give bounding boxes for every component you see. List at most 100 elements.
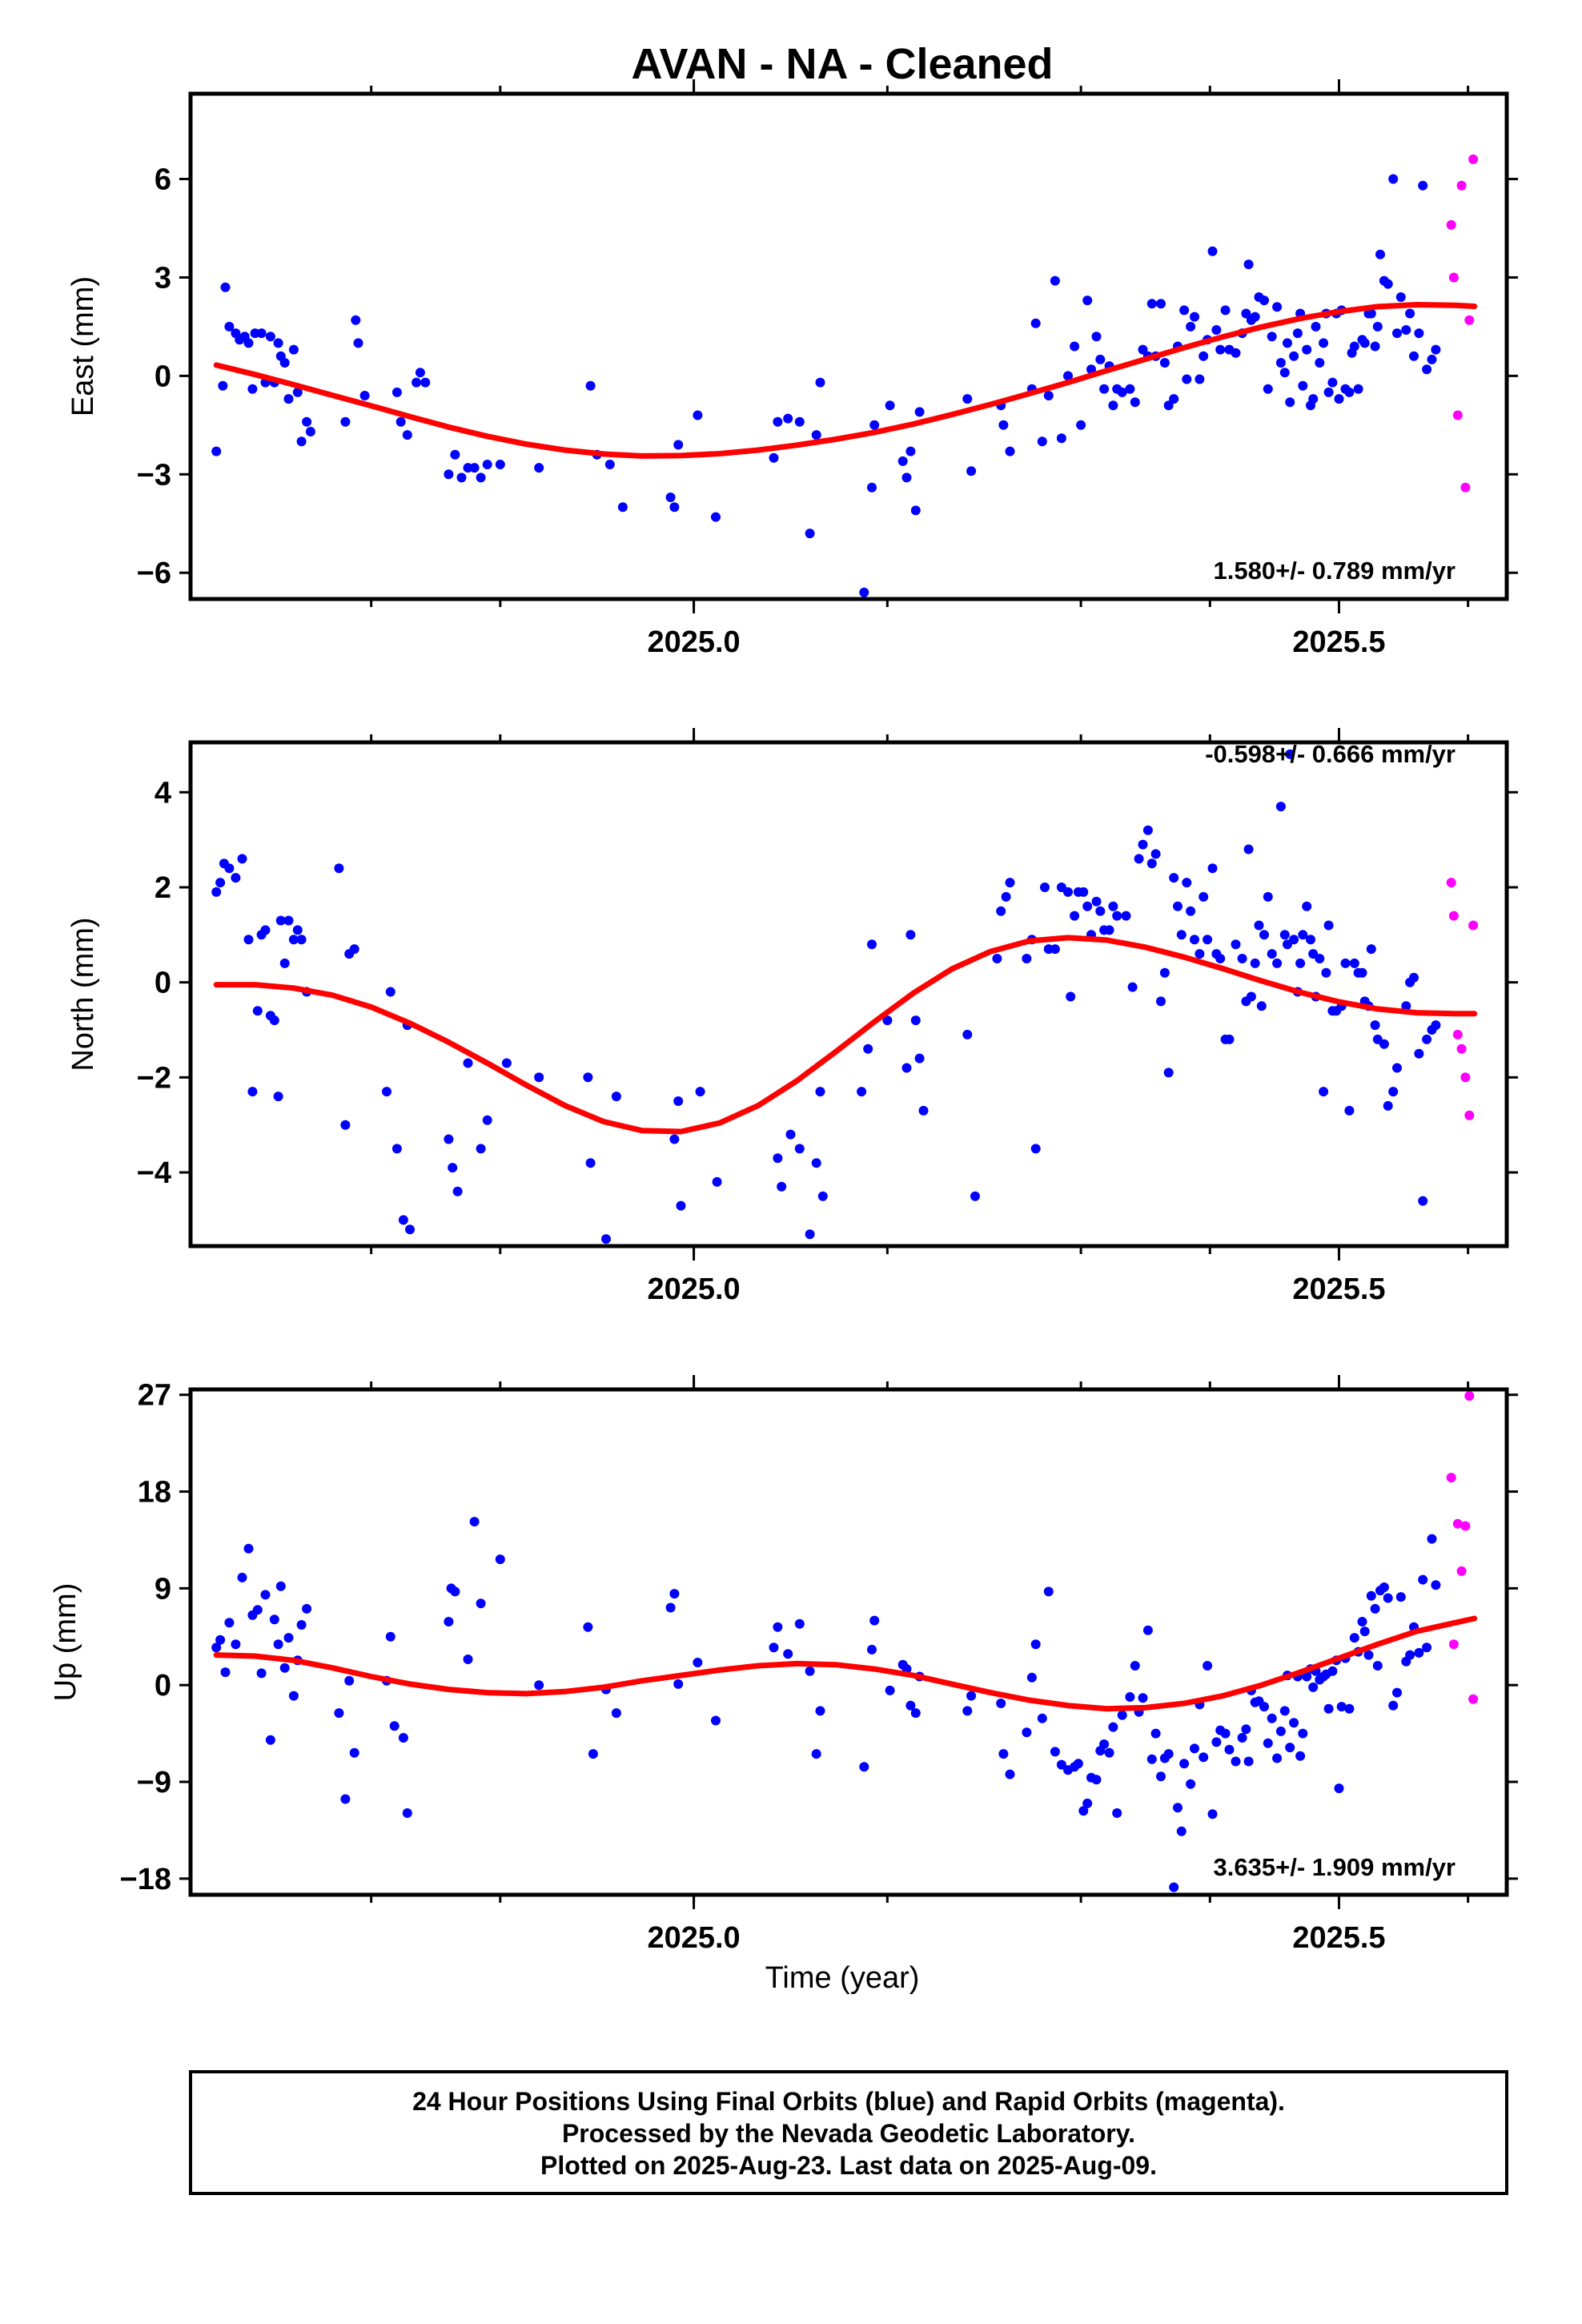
final-orbit-point: [805, 529, 815, 539]
final-orbit-point: [420, 377, 431, 388]
final-orbit-point: [910, 1708, 921, 1719]
up-panel: −18 −9 0 9 18 27 2025.0 2025.5 Up (mm) 3.635+/- 1…: [49, 1375, 1518, 1955]
final-orbit-point: [805, 1666, 815, 1676]
final-orbit-point: [340, 1794, 351, 1804]
axes-frame: [188, 91, 1509, 601]
x-tick-label: 2025.5: [1292, 1921, 1385, 1955]
final-orbit-point: [265, 332, 275, 342]
model-fit-line: [213, 935, 1478, 1135]
final-orbit-point: [351, 315, 361, 325]
final-orbit-point: [1259, 1702, 1269, 1712]
final-orbit-point: [279, 358, 290, 368]
y-axis-label: North (mm): [66, 917, 100, 1071]
final-orbit-point: [1336, 1702, 1347, 1712]
final-orbit-point: [859, 1762, 869, 1772]
final-orbit-point: [1370, 341, 1380, 352]
final-orbit-point: [1372, 321, 1383, 332]
final-orbit-point: [1195, 374, 1205, 384]
final-orbit-point: [1095, 906, 1106, 916]
final-orbit-point: [1043, 391, 1054, 400]
final-orbit-point: [1005, 878, 1015, 888]
final-orbit-point: [1370, 1020, 1380, 1031]
final-orbit-point: [1163, 1068, 1174, 1078]
final-orbit-point: [1108, 1722, 1118, 1732]
final-orbit-point: [910, 505, 921, 516]
final-orbit-point: [815, 1087, 825, 1097]
final-orbit-point: [905, 1700, 916, 1711]
final-orbit-point: [1250, 312, 1260, 322]
final-orbit-point: [857, 1087, 867, 1097]
final-orbit-point: [224, 321, 235, 332]
final-orbit-point: [1349, 1633, 1359, 1643]
final-orbit-point: [1207, 863, 1218, 874]
final-orbit-point: [279, 1663, 290, 1673]
final-orbit-point: [918, 1105, 929, 1116]
final-orbit-point: [495, 460, 505, 469]
final-orbit-point: [1388, 174, 1399, 184]
final-orbit-point: [1030, 318, 1041, 328]
final-orbit-point: [1207, 1809, 1218, 1819]
final-orbit-point: [252, 1006, 263, 1016]
final-orbit-point: [444, 1617, 454, 1626]
final-orbit-point: [1401, 1001, 1411, 1011]
rapid-orbit-point: [1452, 410, 1463, 420]
final-orbit-point: [283, 394, 294, 404]
final-orbit-point: [296, 1620, 307, 1630]
final-orbit-point: [901, 1063, 912, 1073]
final-orbit-point: [1353, 384, 1363, 394]
final-orbit-point: [1302, 1671, 1312, 1682]
final-orbit-point: [1056, 1759, 1066, 1770]
final-orbit-point: [966, 1691, 977, 1701]
final-orbit-point: [256, 1668, 267, 1679]
final-orbit-point: [1173, 1803, 1182, 1813]
final-orbit-point: [869, 1615, 880, 1626]
final-orbit-point: [243, 1543, 254, 1554]
final-orbit-point: [1392, 1687, 1402, 1698]
rapid-orbit-point: [1460, 482, 1471, 493]
final-orbit-point: [1082, 1798, 1093, 1808]
final-orbit-point: [334, 1708, 344, 1719]
final-orbit-point: [1159, 358, 1170, 368]
final-orbit-point: [996, 906, 1006, 916]
final-orbit-point: [389, 1721, 400, 1731]
final-orbit-point: [1159, 967, 1170, 978]
final-orbit-point: [450, 1586, 460, 1597]
final-orbit-point: [283, 915, 294, 926]
final-orbit-point: [1418, 1196, 1428, 1206]
final-orbit-point: [349, 944, 359, 955]
final-orbit-point: [901, 472, 912, 483]
final-orbit-point: [1298, 1728, 1308, 1739]
rapid-orbit-point: [1456, 180, 1467, 191]
rapid-orbit-point: [1448, 911, 1459, 921]
final-orbit-point: [1379, 1582, 1389, 1592]
y-tick-label: 0: [155, 360, 171, 393]
final-orbit-point: [1285, 749, 1295, 759]
final-orbit-point: [243, 338, 254, 348]
final-orbit-point: [211, 1642, 222, 1653]
final-orbit-point: [1344, 1703, 1355, 1714]
figure-title: AVAN - NA - Cleaned: [631, 40, 1053, 88]
final-orbit-point: [1001, 891, 1011, 902]
final-orbit-point: [1211, 1737, 1222, 1747]
final-orbit-point: [794, 1618, 805, 1629]
final-orbit-point: [1272, 958, 1283, 968]
final-orbit-point: [1220, 305, 1231, 316]
final-orbit-point: [695, 1087, 705, 1097]
x-tick-label: 2025.5: [1292, 625, 1385, 659]
velocity-label: -0.598+/- 0.666 mm/yr: [1205, 740, 1456, 768]
final-orbit-point: [966, 466, 977, 476]
final-orbit-point: [1246, 991, 1256, 1002]
final-orbit-point: [1207, 246, 1218, 256]
final-orbit-point: [1414, 1048, 1424, 1059]
final-orbit-point: [601, 1234, 611, 1244]
final-orbit-point: [273, 1092, 283, 1102]
rapid-orbit-point: [1464, 315, 1475, 325]
final-orbit-point: [469, 463, 480, 473]
final-orbit-point: [1392, 1063, 1402, 1073]
final-orbit-point: [867, 482, 877, 493]
final-orbit-point: [1142, 825, 1153, 835]
velocity-label: 1.580+/- 0.789 mm/yr: [1214, 557, 1456, 585]
final-orbit-point: [673, 1679, 684, 1689]
final-orbit-point: [1146, 858, 1157, 869]
final-orbit-point: [867, 1644, 877, 1655]
